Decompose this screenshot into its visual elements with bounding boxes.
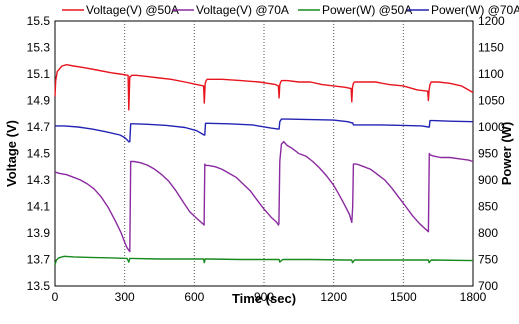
x-tick-label: 900 (254, 290, 274, 304)
y-left-tick-label: 15.1 (27, 67, 51, 81)
y-right-tick-label: 700 (478, 279, 498, 293)
y-left-axis-label: Voltage (V) (4, 120, 19, 187)
y-left-tick-label: 13.5 (27, 279, 51, 293)
legend-label: Power(W) @50A (322, 3, 412, 17)
y-right-tick-labels: 700 750 800 850 900 950 1000 1050 1100 1150 1200 (478, 14, 505, 293)
grid-lines (124, 21, 404, 286)
y-left-tick-label: 14.7 (27, 120, 51, 134)
y-left-tick-label: 14.9 (27, 94, 51, 108)
legend-label: Voltage(V) @70A (196, 3, 289, 17)
x-tick-labels: 0 300 600 900 1200 1500 1800 (52, 290, 487, 304)
x-tick-label: 300 (115, 290, 135, 304)
legend: Voltage(V) @50A Voltage(V) @70A Power(W) @… (62, 3, 519, 17)
y-left-tick-label: 14.3 (27, 173, 51, 187)
y-left-tick-label: 13.7 (27, 253, 51, 267)
legend-label: Voltage(V) @50A (86, 3, 179, 17)
series-line-1 (54, 63, 474, 111)
y-right-tick-label: 1000 (478, 120, 505, 134)
y-right-tick-label: 1200 (478, 14, 505, 28)
x-tick-label: 1200 (320, 290, 347, 304)
y-right-tick-label: 900 (478, 173, 498, 187)
y-right-tick-label: 1050 (478, 94, 505, 108)
series-line-4 (55, 118, 474, 143)
y-left-tick-label: 13.9 (27, 226, 51, 240)
y-left-tick-label: 15.3 (27, 41, 51, 55)
y-left-tick-labels: 13.5 13.7 13.9 14.1 14.3 14.5 14.7 14.9 15.1 15.3… (27, 14, 51, 293)
y-right-tick-label: 1100 (478, 67, 504, 81)
y-right-axis-label: Power (W) (499, 122, 514, 186)
legend-label: Power(W) @70A (431, 3, 519, 17)
x-tick-label: 0 (52, 290, 59, 304)
series-line-3 (54, 255, 474, 265)
y-left-tick-label: 14.5 (27, 147, 51, 161)
x-tick-label: 1500 (390, 290, 417, 304)
x-tick-label: 600 (184, 290, 204, 304)
y-right-tick-label: 950 (478, 147, 498, 161)
series-lines (54, 63, 474, 265)
y-right-tick-label: 850 (478, 200, 498, 214)
y-right-tick-label: 1150 (478, 41, 504, 55)
series-line-2 (54, 140, 474, 253)
x-axis-label: Time (sec) (232, 291, 296, 306)
y-left-tick-label: 15.5 (27, 14, 51, 28)
y-left-tick-label: 14.1 (27, 200, 51, 214)
y-right-tick-label: 750 (478, 253, 498, 267)
x-tick-label: 1800 (460, 290, 487, 304)
y-right-tick-label: 800 (478, 226, 498, 240)
